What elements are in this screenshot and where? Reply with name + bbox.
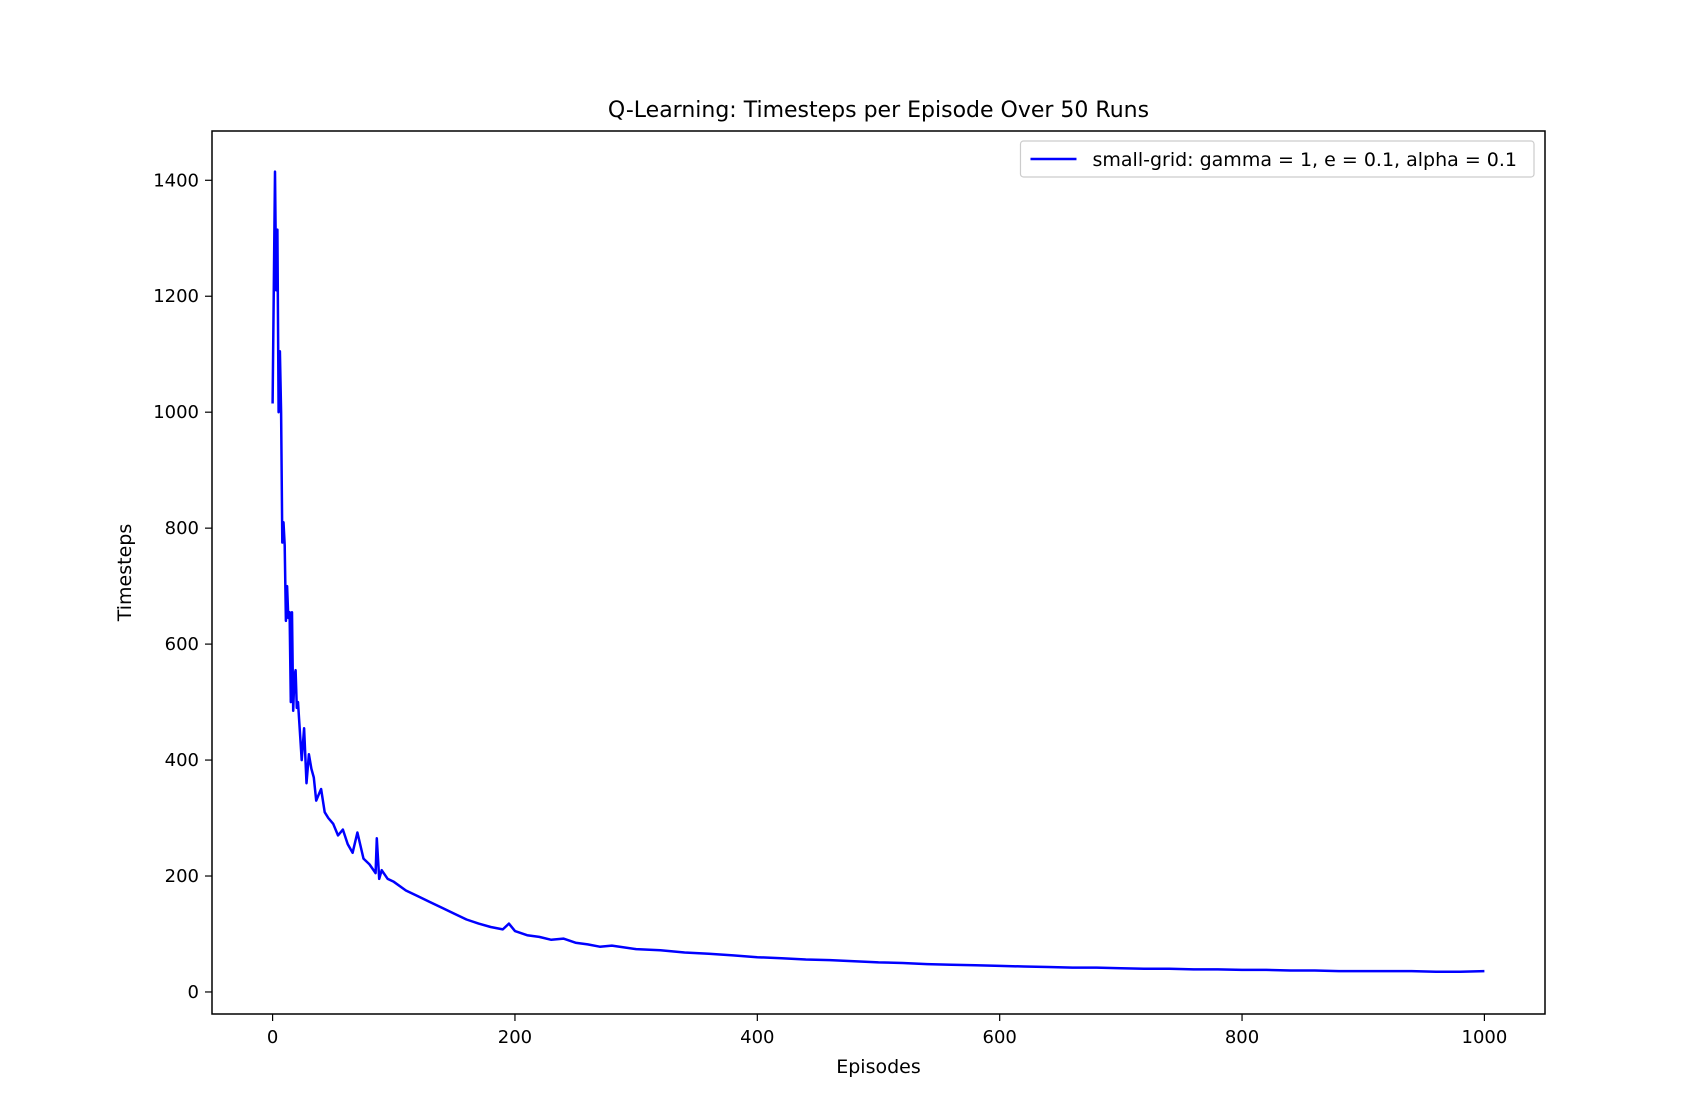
legend-box — [1019, 140, 1535, 178]
y-axis-label: Timesteps — [114, 524, 136, 623]
plot-area — [211, 130, 1546, 1015]
legend-entry: small-grid: gamma = 1, e = 0.1, alpha = … — [1092, 149, 1517, 171]
y-tick-label: 1000 — [153, 402, 199, 423]
y-tick-label: 400 — [165, 750, 199, 771]
x-tick-label: 200 — [498, 1027, 532, 1048]
y-tick-label: 1200 — [153, 286, 199, 307]
y-tick-label: 1400 — [153, 170, 199, 191]
y-tick-label: 200 — [165, 866, 199, 887]
x-tick-label: 0 — [267, 1027, 278, 1048]
series-line — [271, 170, 1485, 973]
plot-frame — [211, 130, 1546, 1015]
x-tick-label: 1000 — [1462, 1027, 1508, 1048]
x-axis: 0 200 400 600 800 1000 — [267, 1014, 1507, 1048]
chart-title: Q-Learning: Timesteps per Episode Over 5… — [608, 98, 1149, 123]
x-tick-label: 600 — [983, 1027, 1017, 1048]
y-axis: 0 200 400 600 800 1000 1200 1400 — [153, 170, 212, 1003]
x-tick-label: 800 — [1225, 1027, 1259, 1048]
x-axis-label: Episodes — [836, 1056, 921, 1078]
y-tick-label: 600 — [165, 634, 199, 655]
y-tick-label: 0 — [188, 982, 199, 1003]
x-tick-label: 400 — [740, 1027, 774, 1048]
legend: small-grid: gamma = 1, e = 0.1, alpha = … — [1019, 140, 1535, 178]
y-tick-label: 800 — [165, 518, 199, 539]
